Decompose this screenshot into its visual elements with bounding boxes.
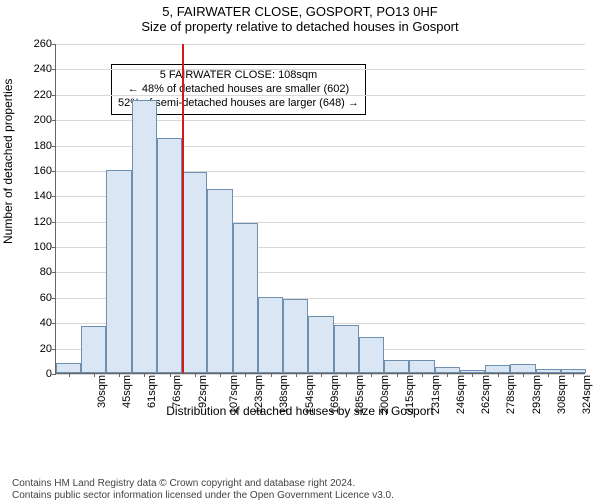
x-axis-label: Distribution of detached houses by size … <box>0 404 600 418</box>
histogram-bar <box>157 138 182 373</box>
histogram-bar <box>384 360 409 373</box>
y-tick-label: 0 <box>46 368 56 380</box>
footer-attribution: Contains HM Land Registry data © Crown c… <box>12 478 588 502</box>
y-tick-label: 220 <box>34 89 56 101</box>
y-tick-label: 20 <box>40 343 56 355</box>
x-tick <box>245 373 246 377</box>
footer-line-1: Contains HM Land Registry data © Crown c… <box>12 478 588 490</box>
x-tick <box>271 373 272 377</box>
footer-line-2: Contains public sector information licen… <box>12 490 588 502</box>
y-tick-label: 60 <box>40 292 56 304</box>
histogram-bar <box>485 365 510 373</box>
gridline <box>56 69 585 70</box>
y-axis-label: Number of detached properties <box>1 79 15 244</box>
histogram-bar <box>258 297 283 373</box>
gridline <box>56 44 585 45</box>
y-tick-label: 200 <box>34 114 56 126</box>
x-tick <box>220 373 221 377</box>
x-tick <box>69 373 70 377</box>
histogram-bar <box>409 360 434 373</box>
histogram-bar <box>510 364 535 373</box>
histogram-bar <box>132 100 157 373</box>
legend-line-1: 5 FAIRWATER CLOSE: 108sqm <box>118 69 359 83</box>
x-tick <box>195 373 196 377</box>
y-tick-label: 240 <box>34 63 56 75</box>
x-tick <box>119 373 120 377</box>
x-tick <box>94 373 95 377</box>
histogram-bar <box>56 363 81 373</box>
histogram-bar <box>182 172 207 373</box>
x-tick <box>573 373 574 377</box>
y-tick-label: 260 <box>34 38 56 50</box>
chart-container: Number of detached properties 5 FAIRWATE… <box>0 44 600 444</box>
y-tick-label: 100 <box>34 241 56 253</box>
histogram-bar <box>308 316 333 373</box>
x-tick <box>523 373 524 377</box>
x-tick <box>144 373 145 377</box>
plot-area: 5 FAIRWATER CLOSE: 108sqm ← 48% of detac… <box>55 44 585 374</box>
x-tick <box>371 373 372 377</box>
y-tick-label: 40 <box>40 317 56 329</box>
x-tick <box>422 373 423 377</box>
histogram-bar <box>81 326 106 373</box>
x-tick <box>498 373 499 377</box>
histogram-bar <box>106 170 131 373</box>
histogram-bar <box>233 223 258 373</box>
x-tick <box>447 373 448 377</box>
y-tick-label: 180 <box>34 140 56 152</box>
y-tick-label: 120 <box>34 216 56 228</box>
x-tick <box>346 373 347 377</box>
y-tick-label: 160 <box>34 165 56 177</box>
x-tick <box>397 373 398 377</box>
gridline <box>56 95 585 96</box>
x-tick <box>296 373 297 377</box>
x-tick <box>548 373 549 377</box>
histogram-bar <box>207 189 232 373</box>
histogram-bar <box>283 299 308 373</box>
histogram-bar <box>334 325 359 373</box>
x-tick <box>321 373 322 377</box>
x-tick <box>472 373 473 377</box>
page-title-line2: Size of property relative to detached ho… <box>0 19 600 34</box>
y-tick-label: 140 <box>34 190 56 202</box>
y-tick-label: 80 <box>40 266 56 278</box>
x-tick <box>170 373 171 377</box>
reference-line <box>182 44 184 373</box>
page-title-line1: 5, FAIRWATER CLOSE, GOSPORT, PO13 0HF <box>0 4 600 19</box>
histogram-bar <box>359 337 384 373</box>
